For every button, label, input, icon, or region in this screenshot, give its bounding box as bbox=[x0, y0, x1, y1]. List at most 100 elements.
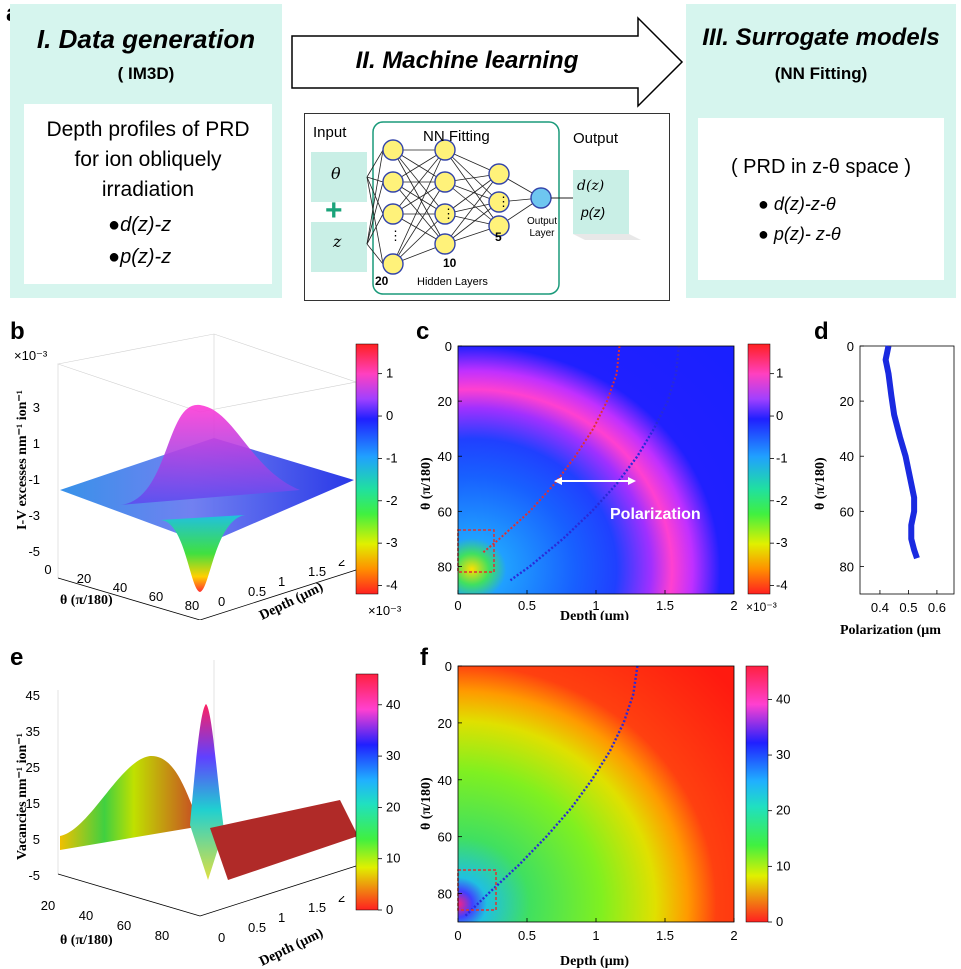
chart-e-bottom-axes: 20 40 60 80 0 0.5 1 1.5 2 θ (π/180) Depth (μm) bbox=[41, 896, 345, 969]
sur-bullet-1: ● d(z)-z-θ bbox=[758, 194, 836, 214]
gen-line-2: for ion obliquely bbox=[74, 148, 222, 171]
chart-c-annotation: Polarization bbox=[610, 506, 701, 523]
chart-d: 0.4 0.5 0.6 0 20 40 60 80 Polarization (μm θ (… bbox=[813, 339, 955, 638]
chart-d-ylabel: θ (π/180) bbox=[813, 457, 828, 510]
chart-b-y-tick: 1.5 bbox=[308, 564, 326, 579]
chart-b-x-tick: 0 bbox=[44, 562, 51, 577]
chart-b-colorbar-tick: -4 bbox=[386, 578, 398, 593]
nn-edge bbox=[392, 149, 446, 245]
chart-f-colorbar-tick: 20 bbox=[776, 803, 790, 818]
chart-d-y-tick: 40 bbox=[840, 449, 854, 464]
chart-c-colorbar-tick: -3 bbox=[776, 535, 788, 550]
nn-layer1-count: 20 bbox=[375, 274, 389, 288]
chart-f-y-tick: 20 bbox=[438, 716, 452, 731]
chart-b-x-tick: 20 bbox=[77, 571, 91, 586]
chart-e-x-tick: 80 bbox=[155, 928, 169, 943]
nn-z-label: z bbox=[333, 232, 342, 251]
nn-node bbox=[382, 171, 404, 193]
gen-textbox: Depth profiles of PRD for ion obliquely … bbox=[24, 104, 272, 284]
nn-fitting-label: NN Fitting bbox=[423, 128, 490, 145]
chart-b-colorbar-tick: 1 bbox=[386, 366, 393, 381]
nn-out-p: p(z) bbox=[581, 204, 606, 220]
panel-label-e: e bbox=[10, 644, 24, 671]
gen-bullet-2-text: p(z)-z bbox=[120, 246, 172, 268]
nn-edge bbox=[392, 149, 446, 215]
panel-label-f: f bbox=[420, 644, 428, 671]
nn-dots-3: ⋮ bbox=[497, 194, 510, 209]
chart-c-red-curve bbox=[482, 345, 621, 554]
chart-c-heatmap bbox=[458, 346, 734, 594]
chart-e-y-tick: 0.5 bbox=[248, 920, 266, 935]
nn-edge bbox=[444, 149, 500, 203]
chart-b-peak bbox=[120, 404, 300, 505]
chart-c-colorbar-exponent: ×10⁻³ bbox=[746, 600, 777, 614]
nn-node bbox=[382, 139, 404, 161]
chart-f-colorbar bbox=[745, 665, 769, 923]
chart-e-x-tick: 40 bbox=[79, 908, 93, 923]
chart-e-surface-right bbox=[210, 800, 358, 880]
chart-f: 0 0.5 1 1.5 2 0 20 40 60 80 Depth (μm) θ (π/180)… bbox=[419, 659, 790, 969]
nn-node bbox=[434, 203, 456, 225]
chart-b-bottom-axes: 0 20 40 60 80 0 0.5 1 1.5 2 θ (π/180) Depth (μm) bbox=[44, 560, 345, 620]
chart-b-colorbar-tick: 0 bbox=[386, 408, 393, 423]
chart-c-arrow-right bbox=[628, 477, 636, 485]
chart-e-xlabel: θ (π/180) bbox=[60, 933, 113, 948]
chart-f-blue-curve bbox=[464, 665, 639, 918]
chart-d-xlabel: Polarization (μm bbox=[840, 623, 941, 638]
chart-e-y-tick: 1.5 bbox=[308, 900, 326, 915]
chart-e-x-tick: 20 bbox=[41, 898, 55, 913]
chart-e-z-tick: 45 bbox=[26, 688, 40, 703]
chart-f-x-tick: 1 bbox=[592, 928, 599, 943]
sur-bullet-2: ● p(z)- z-θ bbox=[758, 224, 841, 244]
nn-edge bbox=[366, 149, 384, 245]
chart-b-xlabel: θ (π/180) bbox=[60, 593, 113, 608]
nn-edge bbox=[392, 149, 446, 265]
chart-b-colorbar-tick: -3 bbox=[386, 535, 398, 550]
chart-c-y-tick: 60 bbox=[438, 504, 452, 519]
chart-e-z-tick: 25 bbox=[26, 760, 40, 775]
sur-sub: (NN Fitting) bbox=[774, 64, 868, 83]
chart-b-colorbar-tick: -1 bbox=[386, 450, 398, 465]
nn-output-node bbox=[530, 187, 552, 209]
chart-e-ylabel: Depth (μm) bbox=[257, 926, 326, 969]
nn-edge bbox=[366, 243, 384, 265]
chart-d-line bbox=[882, 345, 920, 560]
chart-c-y-tick: 80 bbox=[438, 559, 452, 574]
nn-edge bbox=[366, 181, 384, 245]
chart-f-colorbar-tick: 10 bbox=[776, 858, 790, 873]
nn-output-label: Output bbox=[573, 130, 619, 147]
chart-f-y-tick: 40 bbox=[438, 773, 452, 788]
chart-f-x-tick: 0 bbox=[454, 928, 461, 943]
chart-e-colorbar bbox=[355, 673, 379, 911]
chart-e-z-tick: 35 bbox=[26, 724, 40, 739]
nn-node bbox=[488, 191, 510, 213]
gen-bullet-1-text: d(z)-z bbox=[120, 214, 172, 236]
nn-edge bbox=[444, 201, 500, 245]
chart-f-y-tick: 80 bbox=[438, 887, 452, 902]
sur-bullet-2-text: p(z)- z-θ bbox=[773, 224, 841, 244]
nn-diagram-svg bbox=[311, 121, 641, 295]
chart-b-x-tick: 60 bbox=[149, 589, 163, 604]
chart-d-x-tick: 0.6 bbox=[928, 600, 946, 615]
chart-d-y-tick: 20 bbox=[840, 394, 854, 409]
nn-edge bbox=[392, 213, 446, 265]
chart-c-colorbar bbox=[747, 343, 771, 595]
chart-b-z-tick: -5 bbox=[28, 544, 40, 559]
chart-c-colorbar-tick: -2 bbox=[776, 493, 788, 508]
panel-label-b: b bbox=[10, 318, 25, 345]
gen-title: I. Data generation bbox=[36, 24, 256, 54]
nn-input-label: Input bbox=[313, 124, 347, 141]
chart-b-z-tick: 3 bbox=[33, 400, 40, 415]
chart-f-colorbar-tick: 30 bbox=[776, 747, 790, 762]
chart-b-y-tick: 1 bbox=[278, 574, 285, 589]
nn-dots-2: ⋮ bbox=[442, 206, 455, 221]
chart-c-x-tick: 0 bbox=[454, 598, 461, 613]
chart-f-xlabel: Depth (μm) bbox=[560, 954, 629, 969]
nn-output-layer-1: Output bbox=[527, 216, 558, 227]
chart-b-zlabel: I-V excesses nm⁻¹ ion⁻¹ bbox=[15, 390, 30, 530]
nn-layer2-count: 10 bbox=[443, 256, 457, 270]
nn-node bbox=[382, 203, 404, 225]
chart-c-y-tick: 0 bbox=[445, 339, 452, 354]
nn-node bbox=[434, 171, 456, 193]
nn-plus: + bbox=[325, 194, 343, 227]
